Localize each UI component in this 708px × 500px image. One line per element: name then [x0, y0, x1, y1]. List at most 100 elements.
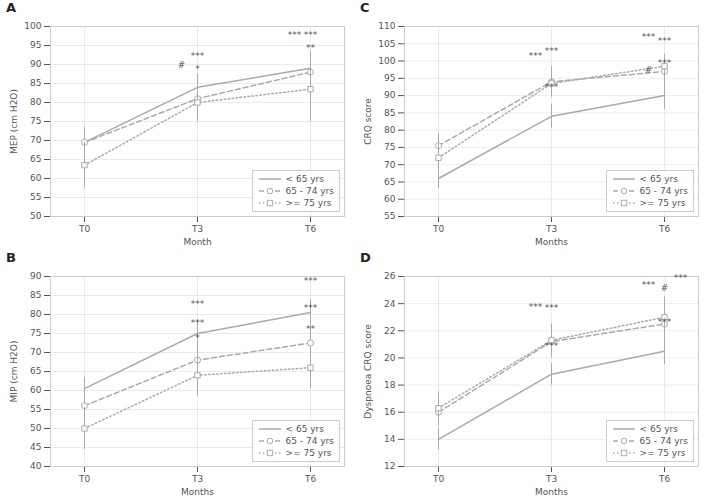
svg-text:T3: T3	[545, 474, 557, 484]
svg-text:***: ***	[642, 280, 656, 290]
svg-text:#: #	[661, 283, 669, 293]
svg-text:***: ***	[304, 30, 318, 40]
svg-text:CRQ score: CRQ score	[363, 98, 373, 145]
svg-text:T6: T6	[658, 224, 670, 234]
svg-text:18: 18	[384, 380, 396, 390]
svg-text:Months: Months	[535, 487, 568, 497]
svg-text:14: 14	[384, 434, 396, 444]
svg-text:110: 110	[378, 21, 395, 31]
html-text:65 - 74 yrs: 65 - 74 yrs	[285, 436, 334, 446]
svg-text:45: 45	[30, 442, 41, 452]
svg-text:65: 65	[30, 154, 41, 164]
svg-text:***: ***	[658, 58, 672, 68]
html-text:>= 75 yrs: >= 75 yrs	[285, 448, 332, 458]
html-text:65 - 74 yrs: 65 - 74 yrs	[285, 186, 334, 196]
svg-text:Dyspnoea CRQ score: Dyspnoea CRQ score	[363, 324, 373, 419]
svg-text:***: ***	[191, 318, 205, 328]
svg-text:55: 55	[30, 192, 41, 202]
svg-text:***: ***	[545, 303, 559, 313]
svg-text:95: 95	[30, 40, 41, 50]
svg-text:75: 75	[30, 328, 41, 338]
html-text:< 65 yrs: < 65 yrs	[285, 424, 324, 434]
svg-text:*: *	[195, 333, 200, 343]
svg-text:T0: T0	[432, 474, 444, 484]
svg-text:***: ***	[658, 36, 672, 46]
svg-text:MIP (cm H2O): MIP (cm H2O)	[9, 341, 19, 403]
svg-text:T3: T3	[191, 224, 203, 234]
svg-text:55: 55	[384, 211, 395, 221]
html-text:C: C	[360, 0, 370, 15]
svg-text:12: 12	[384, 461, 395, 471]
svg-text:80: 80	[30, 309, 42, 319]
svg-text:MEP (cm H2O): MEP (cm H2O)	[9, 89, 19, 154]
svg-text:***: ***	[529, 51, 543, 61]
html-text:>= 75 yrs: >= 75 yrs	[285, 198, 332, 208]
svg-text:***: ***	[304, 303, 318, 313]
html-text:< 65 yrs: < 65 yrs	[285, 174, 324, 184]
svg-text:80: 80	[384, 125, 396, 135]
svg-text:85: 85	[30, 290, 41, 300]
svg-text:T6: T6	[658, 474, 670, 484]
svg-text:***: ***	[545, 82, 559, 92]
svg-text:***: ***	[545, 46, 559, 56]
svg-text:***: ***	[191, 299, 205, 309]
svg-text:90: 90	[30, 271, 42, 281]
svg-text:90: 90	[30, 59, 42, 69]
svg-text:65: 65	[30, 366, 41, 376]
svg-text:26: 26	[384, 271, 396, 281]
svg-text:65: 65	[384, 177, 395, 187]
svg-text:70: 70	[30, 135, 42, 145]
html-text:< 65 yrs: < 65 yrs	[639, 174, 678, 184]
svg-text:***: ***	[191, 51, 205, 61]
svg-text:Months: Months	[181, 487, 214, 497]
svg-text:#: #	[645, 65, 653, 75]
svg-text:20: 20	[384, 353, 396, 363]
svg-text:T6: T6	[304, 224, 316, 234]
svg-text:#: #	[178, 60, 186, 70]
svg-text:80: 80	[30, 97, 42, 107]
svg-text:105: 105	[378, 39, 395, 49]
svg-text:***: ***	[304, 276, 318, 286]
svg-text:85: 85	[384, 108, 395, 118]
svg-text:***: ***	[674, 273, 688, 283]
svg-text:60: 60	[30, 385, 42, 395]
svg-text:T6: T6	[304, 474, 316, 484]
html-text:A: A	[6, 0, 17, 15]
svg-text:Month: Month	[183, 237, 211, 247]
svg-text:**: **	[306, 43, 316, 53]
svg-text:16: 16	[384, 407, 396, 417]
html-text:B: B	[6, 250, 16, 265]
svg-text:60: 60	[384, 194, 396, 204]
svg-text:40: 40	[30, 461, 42, 471]
svg-text:24: 24	[384, 299, 396, 309]
svg-text:***: ***	[529, 302, 543, 312]
svg-text:85: 85	[30, 78, 41, 88]
html-text:65 - 74 yrs: 65 - 74 yrs	[639, 186, 688, 196]
html-text:D: D	[360, 250, 371, 265]
svg-text:T0: T0	[432, 224, 444, 234]
svg-text:60: 60	[30, 173, 42, 183]
svg-text:T0: T0	[78, 224, 90, 234]
svg-text:70: 70	[384, 160, 396, 170]
svg-text:70: 70	[30, 347, 42, 357]
svg-text:T3: T3	[545, 224, 557, 234]
svg-text:**: **	[306, 324, 316, 334]
svg-text:***: ***	[642, 32, 656, 42]
svg-text:95: 95	[384, 73, 395, 83]
svg-text:100: 100	[24, 21, 41, 31]
svg-text:50: 50	[30, 423, 42, 433]
svg-text:Months: Months	[535, 237, 568, 247]
svg-text:*: *	[195, 64, 200, 74]
svg-text:75: 75	[384, 142, 395, 152]
svg-text:75: 75	[30, 116, 41, 126]
svg-text:50: 50	[30, 211, 42, 221]
svg-text:T0: T0	[78, 474, 90, 484]
svg-text:90: 90	[384, 90, 396, 100]
svg-text:***: ***	[545, 341, 559, 351]
svg-text:***: ***	[288, 30, 302, 40]
svg-text:100: 100	[378, 56, 395, 66]
svg-text:55: 55	[30, 404, 41, 414]
svg-text:T3: T3	[191, 474, 203, 484]
svg-text:22: 22	[384, 326, 395, 336]
svg-text:***: ***	[658, 317, 672, 327]
